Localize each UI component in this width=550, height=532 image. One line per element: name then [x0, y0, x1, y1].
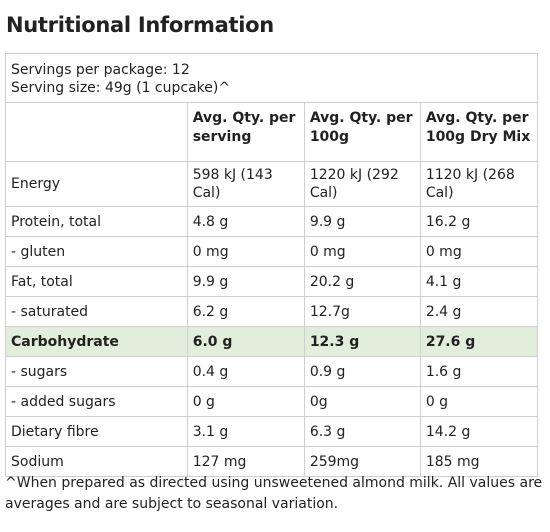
value-per-serving: 6.0 g: [186, 326, 305, 357]
value-dry-mix: 185 mg: [419, 446, 539, 477]
row-label: - saturated: [5, 296, 188, 327]
header-per-serving: Avg. Qty. per serving: [186, 102, 305, 162]
value-per-serving: 0 mg: [186, 236, 305, 267]
row-label: Dietary fibre: [5, 416, 188, 447]
value-dry-mix: 14.2 g: [419, 416, 539, 447]
servings-info: Servings per package: 12 Serving size: 4…: [5, 53, 538, 103]
value-per-100g: 0.9 g: [303, 356, 421, 387]
row-label: - added sugars: [5, 386, 188, 417]
row-label: - gluten: [5, 236, 188, 267]
header-per-100g: Avg. Qty. per 100g: [303, 102, 421, 162]
value-per-100g: 259mg: [303, 446, 421, 477]
value-per-serving: 6.2 g: [186, 296, 305, 327]
table-row-highlighted: Carbohydrate 6.0 g 12.3 g 27.6 g: [5, 326, 539, 357]
value-per-100g: 12.7g: [303, 296, 421, 327]
value-per-serving: 127 mg: [186, 446, 305, 477]
table-row: Fat, total 9.9 g 20.2 g 4.1 g: [5, 266, 539, 297]
serving-size: Serving size: 49g (1 cupcake)^: [11, 80, 231, 96]
value-dry-mix: 0 g: [419, 386, 539, 417]
value-per-serving: 0.4 g: [186, 356, 305, 387]
value-per-serving: 0 g: [186, 386, 305, 417]
value-dry-mix: 16.2 g: [419, 206, 539, 237]
value-dry-mix: 1120 kJ (268 Cal): [419, 161, 539, 207]
nutrition-table: Servings per package: 12 Serving size: 4…: [5, 53, 539, 477]
value-per-serving: 4.8 g: [186, 206, 305, 237]
table-row: - saturated 6.2 g 12.7g 2.4 g: [5, 296, 539, 327]
value-dry-mix: 4.1 g: [419, 266, 539, 297]
table-row: Energy 598 kJ (143 Cal) 1220 kJ (292 Cal…: [5, 161, 539, 207]
value-dry-mix: 27.6 g: [419, 326, 539, 357]
header-label-empty: [5, 102, 188, 162]
row-label: Protein, total: [5, 206, 188, 237]
row-label: Sodium: [5, 446, 188, 477]
table-row: - sugars 0.4 g 0.9 g 1.6 g: [5, 356, 539, 387]
footnote: ^When prepared as directed using unsweet…: [5, 475, 543, 512]
table-row: Sodium 127 mg 259mg 185 mg: [5, 446, 539, 477]
row-label: - sugars: [5, 356, 188, 387]
value-per-100g: 6.3 g: [303, 416, 421, 447]
value-per-serving: 3.1 g: [186, 416, 305, 447]
table-row: - gluten 0 mg 0 mg 0 mg: [5, 236, 539, 267]
value-dry-mix: 2.4 g: [419, 296, 539, 327]
value-per-100g: 0g: [303, 386, 421, 417]
row-label: Carbohydrate: [5, 326, 188, 357]
table-row: Dietary fibre 3.1 g 6.3 g 14.2 g: [5, 416, 539, 447]
value-dry-mix: 1.6 g: [419, 356, 539, 387]
servings-row: Servings per package: 12 Serving size: 4…: [5, 53, 538, 103]
value-per-serving: 9.9 g: [186, 266, 305, 297]
value-per-100g: 1220 kJ (292 Cal): [303, 161, 421, 207]
value-dry-mix: 0 mg: [419, 236, 539, 267]
row-label: Fat, total: [5, 266, 188, 297]
header-per-100g-dry-mix: Avg. Qty. per 100g Dry Mix: [419, 102, 539, 162]
table-row: Protein, total 4.8 g 9.9 g 16.2 g: [5, 206, 539, 237]
value-per-100g: 20.2 g: [303, 266, 421, 297]
table-row: - added sugars 0 g 0g 0 g: [5, 386, 539, 417]
page-title: Nutritional Information: [6, 13, 274, 37]
servings-per-package: Servings per package: 12: [11, 62, 190, 78]
value-per-100g: 0 mg: [303, 236, 421, 267]
value-per-serving: 598 kJ (143 Cal): [186, 161, 305, 207]
row-label: Energy: [5, 161, 188, 207]
header-row: Avg. Qty. per serving Avg. Qty. per 100g…: [5, 102, 539, 162]
value-per-100g: 12.3 g: [303, 326, 421, 357]
value-per-100g: 9.9 g: [303, 206, 421, 237]
